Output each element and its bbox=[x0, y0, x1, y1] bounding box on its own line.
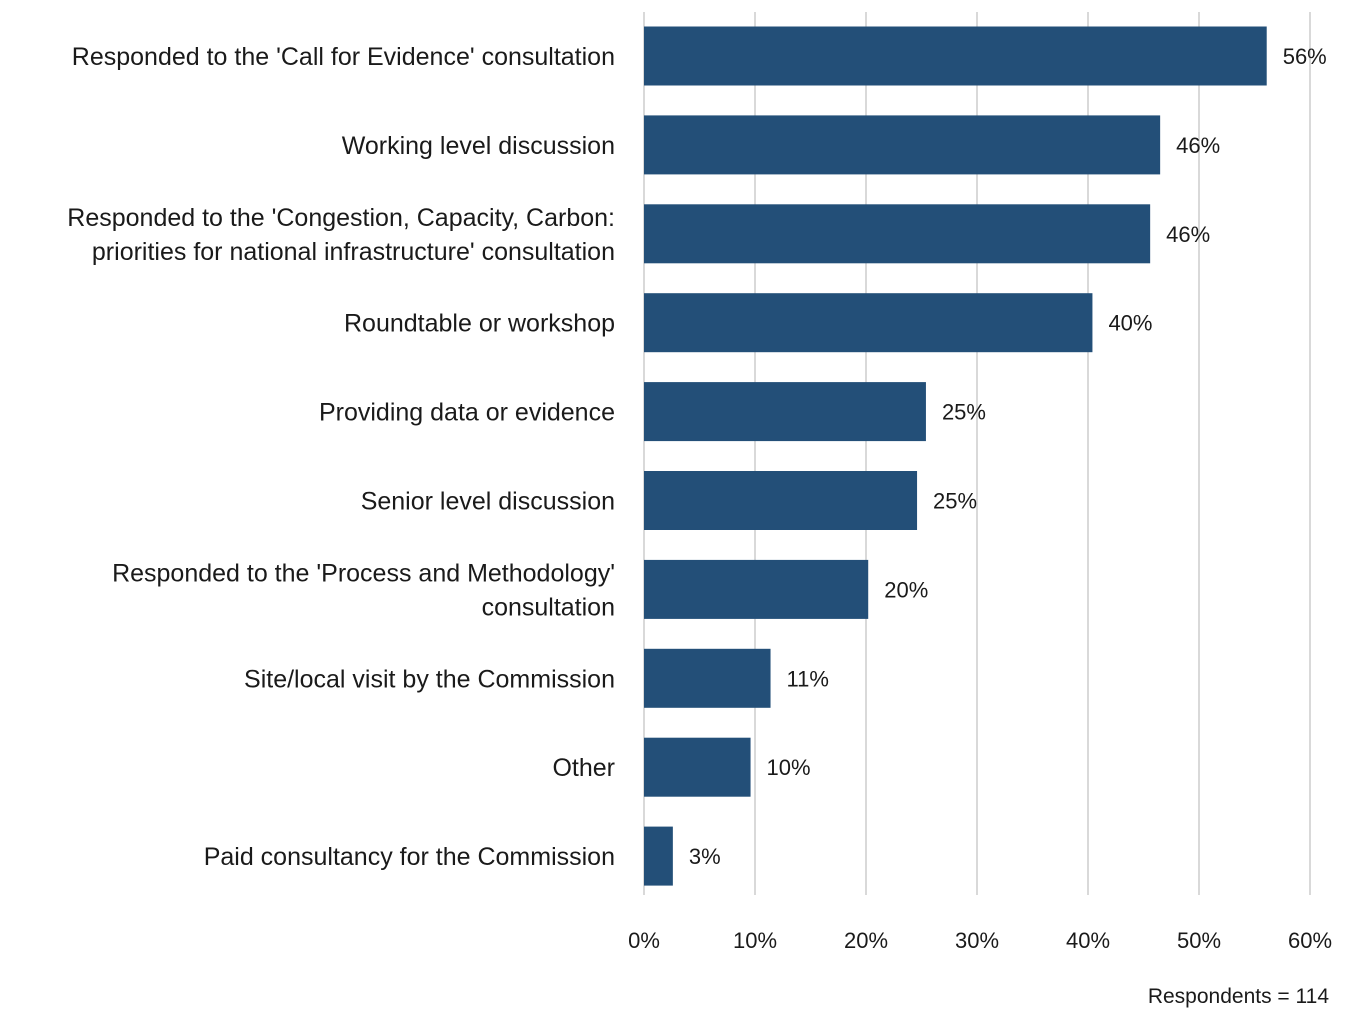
bar bbox=[644, 559, 869, 619]
x-tick-label: 10% bbox=[733, 928, 777, 953]
data-label: 46% bbox=[1166, 222, 1210, 247]
category-label: Working level discussion bbox=[342, 132, 615, 160]
category-label: Roundtable or workshop bbox=[344, 310, 615, 338]
bar bbox=[644, 204, 1151, 264]
category-label: Responded to the 'Call for Evidence' con… bbox=[72, 43, 615, 71]
x-tick-label: 50% bbox=[1177, 928, 1221, 953]
category-label-line: Responded to the 'Process and Methodolog… bbox=[112, 559, 615, 587]
x-tick-label: 40% bbox=[1066, 928, 1110, 953]
data-label: 3% bbox=[689, 844, 721, 869]
category-label: Site/local visit by the Commission bbox=[244, 665, 615, 693]
category-label-line: Providing data or evidence bbox=[319, 399, 615, 427]
category-label-line: Senior level discussion bbox=[361, 488, 615, 516]
x-axis-tick-labels: 0% 10% 20% 30% 40% 50% 60% bbox=[628, 928, 1332, 953]
value-labels: 56% 46% 46% 40% 25% 25% 20% 11% 10% 3% bbox=[689, 44, 1327, 869]
data-label: 46% bbox=[1176, 133, 1220, 158]
bar bbox=[644, 471, 918, 530]
category-labels: Responded to the 'Call for Evidence' con… bbox=[67, 43, 615, 871]
category-label-line: priorities for national infrastructure' … bbox=[92, 238, 615, 266]
data-label: 20% bbox=[884, 577, 928, 602]
data-label: 10% bbox=[767, 755, 811, 780]
bar bbox=[644, 26, 1267, 86]
category-label-line: Responded to the 'Call for Evidence' con… bbox=[72, 43, 615, 71]
bar bbox=[644, 382, 926, 442]
category-label: Other bbox=[552, 754, 615, 782]
x-tick-label: 60% bbox=[1288, 928, 1332, 953]
bar bbox=[644, 648, 771, 708]
category-label-line: Paid consultancy for the Commission bbox=[204, 843, 615, 871]
category-label-line: Working level discussion bbox=[342, 132, 615, 160]
data-label: 25% bbox=[933, 489, 977, 514]
bar bbox=[644, 115, 1161, 175]
x-tick-label: 30% bbox=[955, 928, 999, 953]
data-label: 56% bbox=[1283, 44, 1327, 69]
category-label-line: Other bbox=[552, 754, 615, 782]
category-label: Responded to the 'Congestion, Capacity, … bbox=[67, 204, 615, 266]
bar bbox=[644, 737, 751, 797]
category-label-line: Roundtable or workshop bbox=[344, 310, 615, 338]
bars bbox=[644, 26, 1267, 886]
data-label: 40% bbox=[1108, 311, 1152, 336]
bar bbox=[644, 293, 1093, 353]
x-tick-label: 0% bbox=[628, 928, 660, 953]
data-label: 25% bbox=[942, 400, 986, 425]
category-label: Paid consultancy for the Commission bbox=[204, 843, 615, 871]
category-label: Senior level discussion bbox=[361, 488, 615, 516]
category-label: Responded to the 'Process and Methodolog… bbox=[112, 559, 615, 621]
category-label-line: Responded to the 'Congestion, Capacity, … bbox=[67, 204, 615, 232]
category-label-line: consultation bbox=[482, 593, 615, 621]
category-label: Providing data or evidence bbox=[319, 399, 615, 427]
category-label-line: Site/local visit by the Commission bbox=[244, 665, 615, 693]
bar bbox=[644, 826, 673, 886]
respondents-note: Respondents = 114 bbox=[1147, 985, 1329, 1008]
data-label: 11% bbox=[787, 666, 829, 691]
x-tick-label: 20% bbox=[844, 928, 888, 953]
